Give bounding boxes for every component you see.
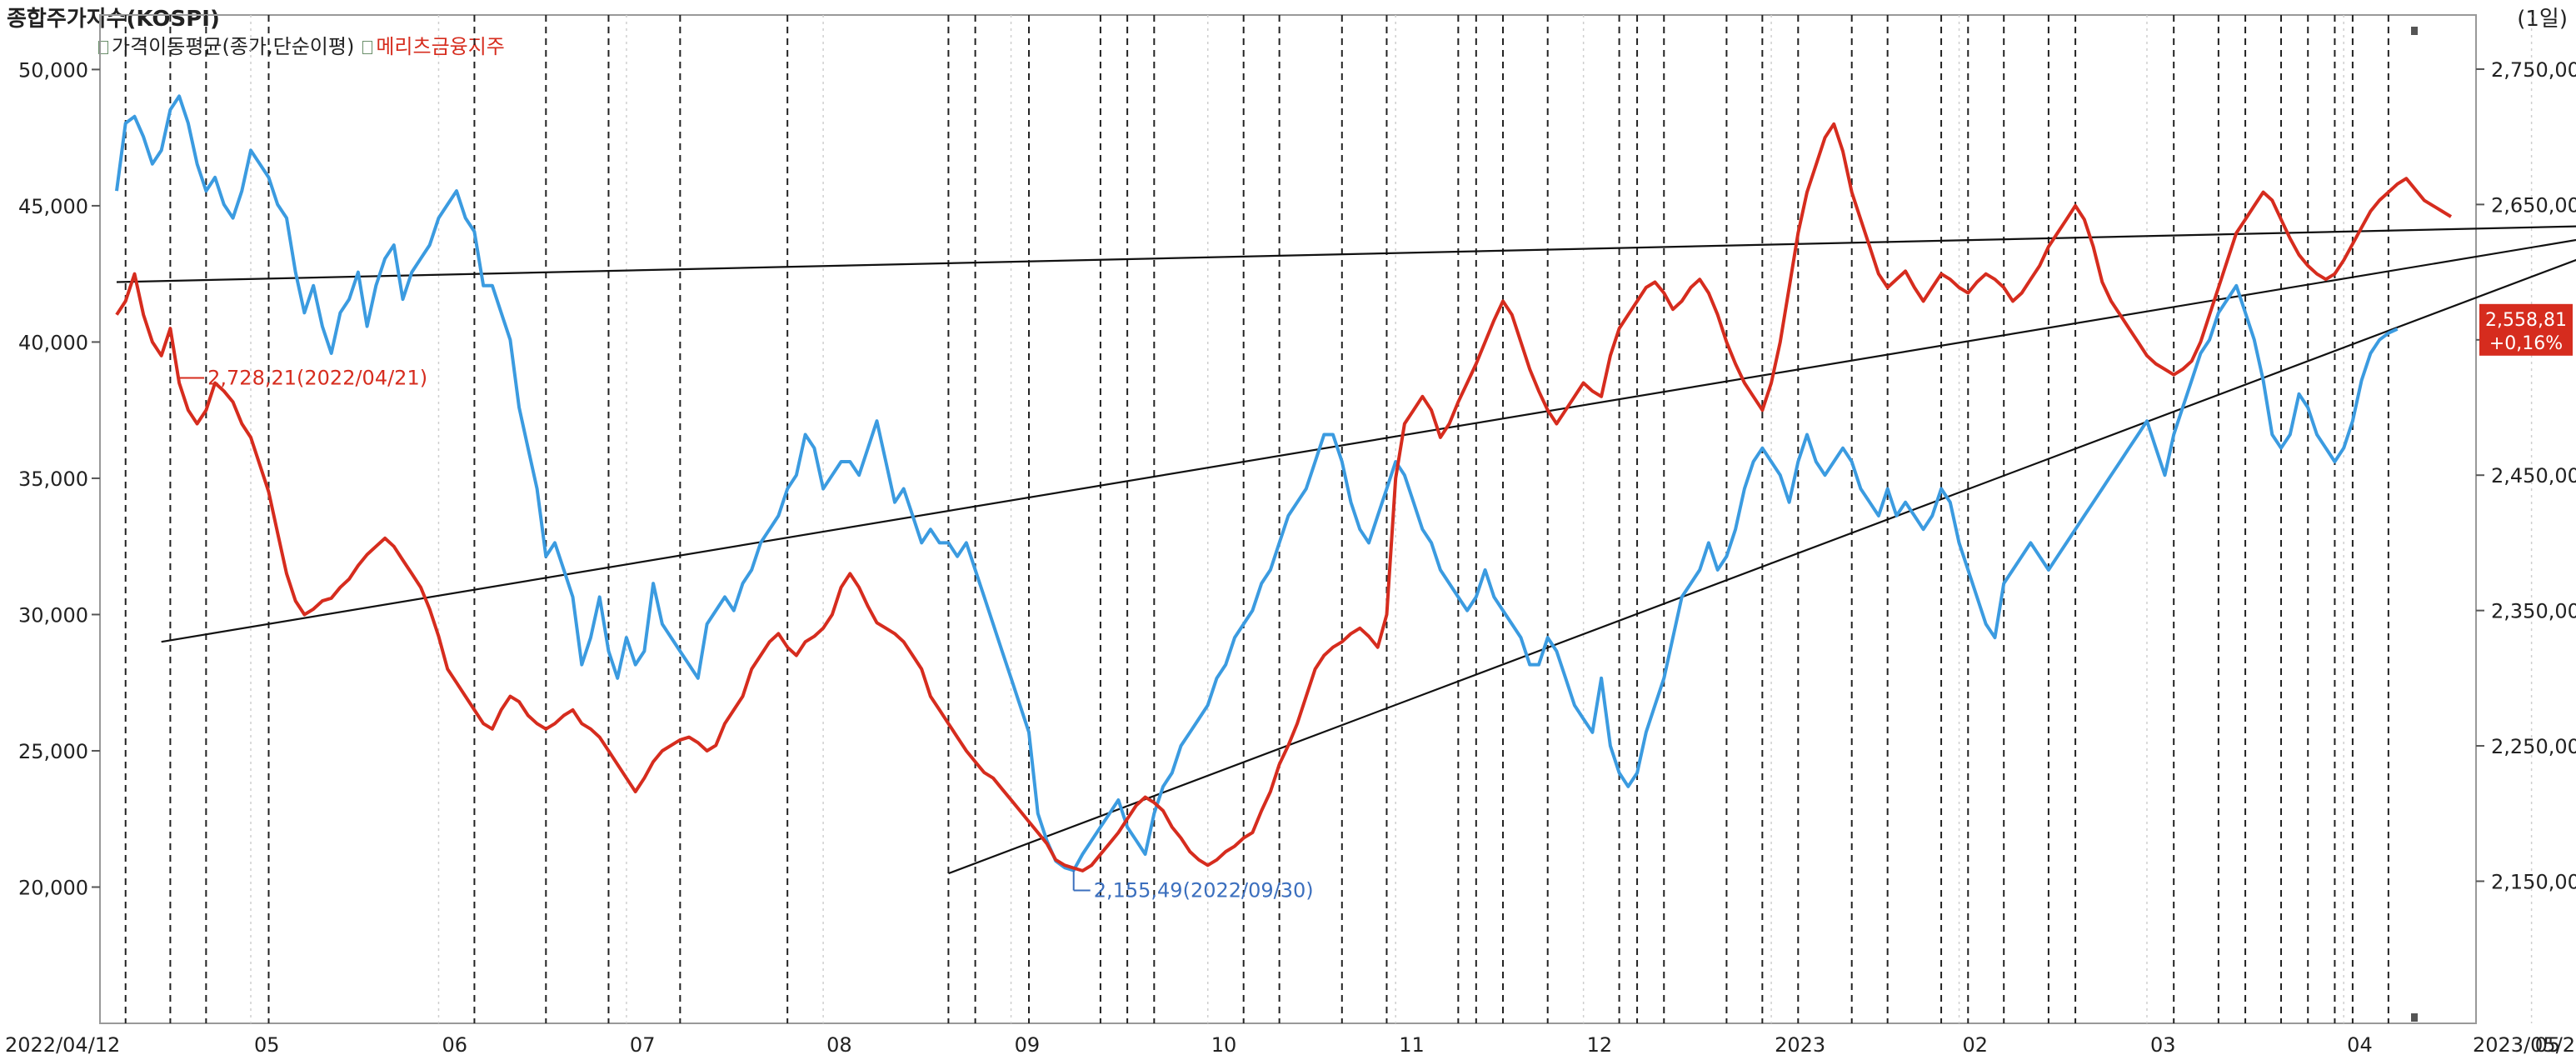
x-tick-label: 09 — [1015, 1033, 1041, 1057]
left-tick-label: 45,000 — [18, 195, 88, 218]
plot-frame — [99, 14, 2477, 1024]
last-change-text: +0,16% — [2489, 333, 2563, 354]
left-tick-label: 20,000 — [18, 876, 88, 899]
x-tick-label: 08 — [826, 1033, 852, 1057]
annotation-low: 2,155,49(2022/09/30) — [1094, 878, 1314, 902]
x-tick-label: 2023 — [1775, 1033, 1825, 1057]
kospi-series-line — [115, 94, 2399, 872]
x-tick-label: 04 — [2347, 1033, 2373, 1057]
legend: 가격이동평균(종가,단순이평) 메리츠금융지주 — [98, 30, 505, 59]
last-value-badge — [2479, 303, 2573, 356]
legend-checkbox-icon[interactable] — [98, 41, 108, 54]
x-tick-label: 07 — [630, 1033, 656, 1057]
meritz-series-line — [115, 122, 2453, 872]
x-tick-label: 06 — [442, 1033, 467, 1057]
chart-title: 종합주가지수(KOSPI) — [7, 7, 220, 32]
x-tick-label: 05 — [254, 1033, 280, 1057]
right-tick-label: 2,150,00 — [2491, 870, 2576, 893]
left-tick-label: 25,000 — [18, 740, 88, 763]
x-tick-label: 2023/05/26 — [2473, 1033, 2576, 1057]
right-tick-label: 2,650,00 — [2491, 193, 2576, 217]
right-tick-label: 2,750,00 — [2491, 58, 2576, 82]
annotation-high: 2,728,21(2022/04/21) — [207, 366, 427, 389]
legend-item-moving-average[interactable]: 가격이동평균(종가,단순이평) — [112, 35, 355, 58]
x-tick-label: 02 — [1963, 1033, 1989, 1057]
trendline — [948, 258, 2576, 875]
legend-item-meritz[interactable]: 메리츠금융지주 — [376, 35, 505, 58]
left-tick-label: 40,000 — [18, 331, 88, 354]
x-tick-label: 12 — [1587, 1033, 1613, 1057]
right-tick-label: 2,250,00 — [2491, 735, 2576, 758]
scroll-handle-icon — [2411, 27, 2418, 35]
x-tick-label: 2022/04/12 — [5, 1033, 120, 1057]
right-tick-label: 2,450,00 — [2491, 464, 2576, 488]
left-tick-label: 50,000 — [18, 58, 88, 82]
left-tick-label: 35,000 — [18, 468, 88, 491]
scroll-handle-icon — [2411, 1013, 2418, 1022]
left-tick-label: 30,000 — [18, 603, 88, 627]
x-tick-label: 10 — [1211, 1033, 1237, 1057]
x-tick-label: 05 — [2535, 1033, 2561, 1057]
trendline — [161, 238, 2576, 643]
legend-checkbox-icon[interactable] — [362, 41, 373, 54]
x-tick-label: 11 — [1399, 1033, 1425, 1057]
trendline — [116, 225, 2576, 283]
right-tick-label: 2,350,00 — [2491, 600, 2576, 623]
last-value-text: 2,558,81 — [2485, 310, 2567, 331]
period-label[interactable]: (1일) — [2517, 7, 2568, 32]
x-tick-label: 03 — [2150, 1033, 2176, 1057]
